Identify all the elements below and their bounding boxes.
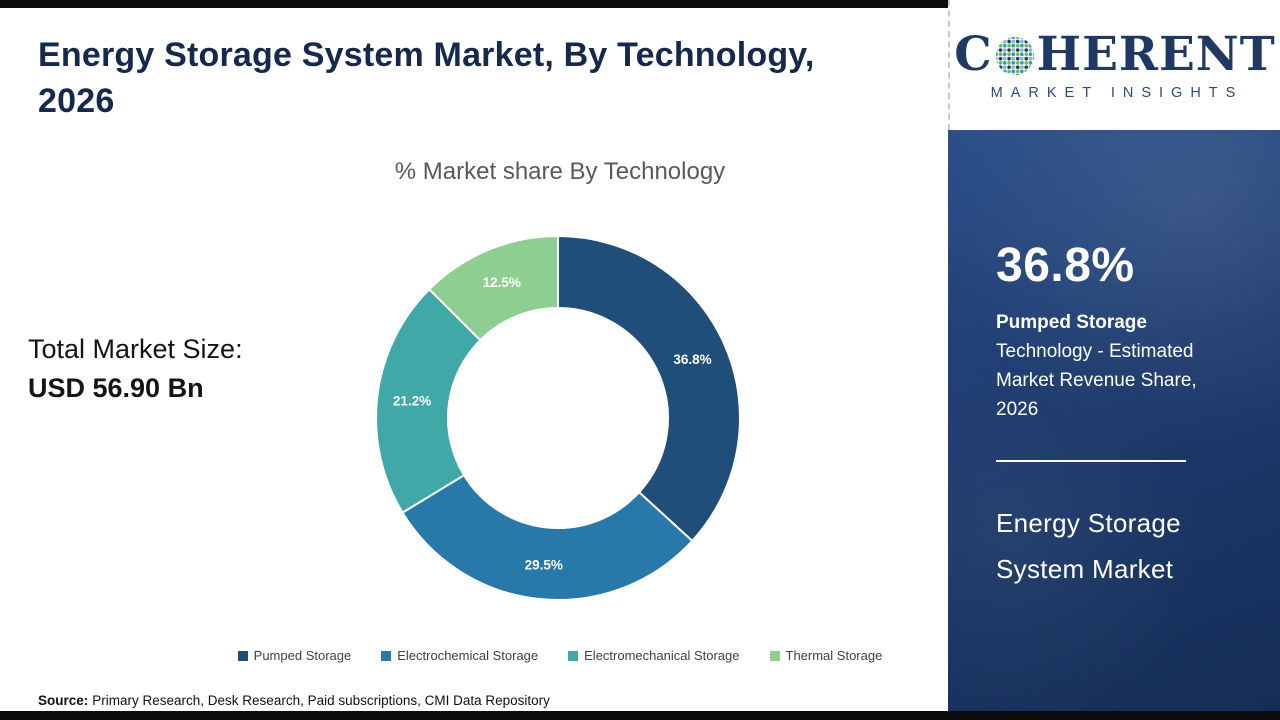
logo: C HERENT MARKET INSIGHTS <box>948 0 1280 130</box>
globe-icon <box>995 36 1034 75</box>
legend-swatch-icon <box>381 650 392 661</box>
bottom-accent-bar <box>0 711 1280 720</box>
source-label: Source: <box>38 693 89 708</box>
legend-label: Pumped Storage <box>253 648 352 663</box>
logo-text-before-globe: C <box>954 26 993 82</box>
donut-segment-label-2: 21.2% <box>393 393 431 408</box>
donut-segment-label-3: 12.5% <box>483 275 521 290</box>
legend-swatch-icon <box>568 650 579 661</box>
panel-divider <box>996 460 1186 462</box>
donut-segment-label-1: 29.5% <box>525 557 563 572</box>
total-market-size: Total Market Size: USD 56.90 Bn <box>28 330 243 408</box>
highlight-stat-value: 36.8% <box>996 239 1135 292</box>
legend-item-2[interactable]: Electromechanical Storage <box>568 648 740 663</box>
source-note: Source: Primary Research, Desk Research, … <box>38 693 550 708</box>
highlight-stat-desc-text: Technology - Estimated Market Revenue Sh… <box>996 341 1197 420</box>
legend-swatch-icon <box>769 650 780 661</box>
top-accent-bar <box>0 0 948 8</box>
donut-segment-2[interactable] <box>375 287 482 514</box>
source-text: Primary Research, Desk Research, Paid su… <box>92 693 550 708</box>
donut-chart-svg: 36.8% 29.5% 21.2% 12.5% <box>375 234 741 601</box>
donut-segment-0[interactable] <box>557 234 741 543</box>
legend-item-1[interactable]: Electrochemical Storage <box>381 648 538 663</box>
chart-legend: Pumped Storage Electrochemical Storage Ele… <box>120 648 1000 663</box>
market-name: Energy Storage System Market <box>996 500 1181 592</box>
market-name-line1: Energy Storage <box>996 508 1181 538</box>
legend-item-3[interactable]: Thermal Storage <box>769 648 883 663</box>
market-name-line2: System Market <box>996 554 1174 584</box>
legend-label: Electrochemical Storage <box>397 648 539 663</box>
legend-label: Electromechanical Storage <box>584 648 740 663</box>
donut-segment-3[interactable] <box>427 234 559 342</box>
total-market-size-label: Total Market Size: <box>28 334 243 364</box>
legend-item-0[interactable]: Pumped Storage <box>237 648 352 663</box>
page-title: Energy Storage System Market, By Technol… <box>38 36 815 120</box>
logo-wordmark: C HERENT <box>954 26 1276 82</box>
donut-segment-1[interactable] <box>401 473 694 601</box>
highlight-stat-segment: Pumped Storage <box>996 312 1147 333</box>
donut-chart: 36.8% 29.5% 21.2% 12.5% <box>368 228 748 608</box>
legend-swatch-icon <box>237 650 248 661</box>
total-market-size-value: USD 56.90 Bn <box>28 373 204 403</box>
chart-title: % Market share By Technology <box>394 158 726 185</box>
legend-label: Thermal Storage <box>785 648 883 663</box>
highlight-panel: 36.8% Pumped Storage Technology - Estima… <box>948 130 1280 712</box>
logo-text-after-globe: HERENT <box>1036 26 1276 82</box>
highlight-stat-description: Pumped Storage Technology - Estimated Ma… <box>996 308 1236 424</box>
logo-subtitle: MARKET INSIGHTS <box>990 84 1244 101</box>
donut-segment-label-0: 36.8% <box>673 352 711 367</box>
